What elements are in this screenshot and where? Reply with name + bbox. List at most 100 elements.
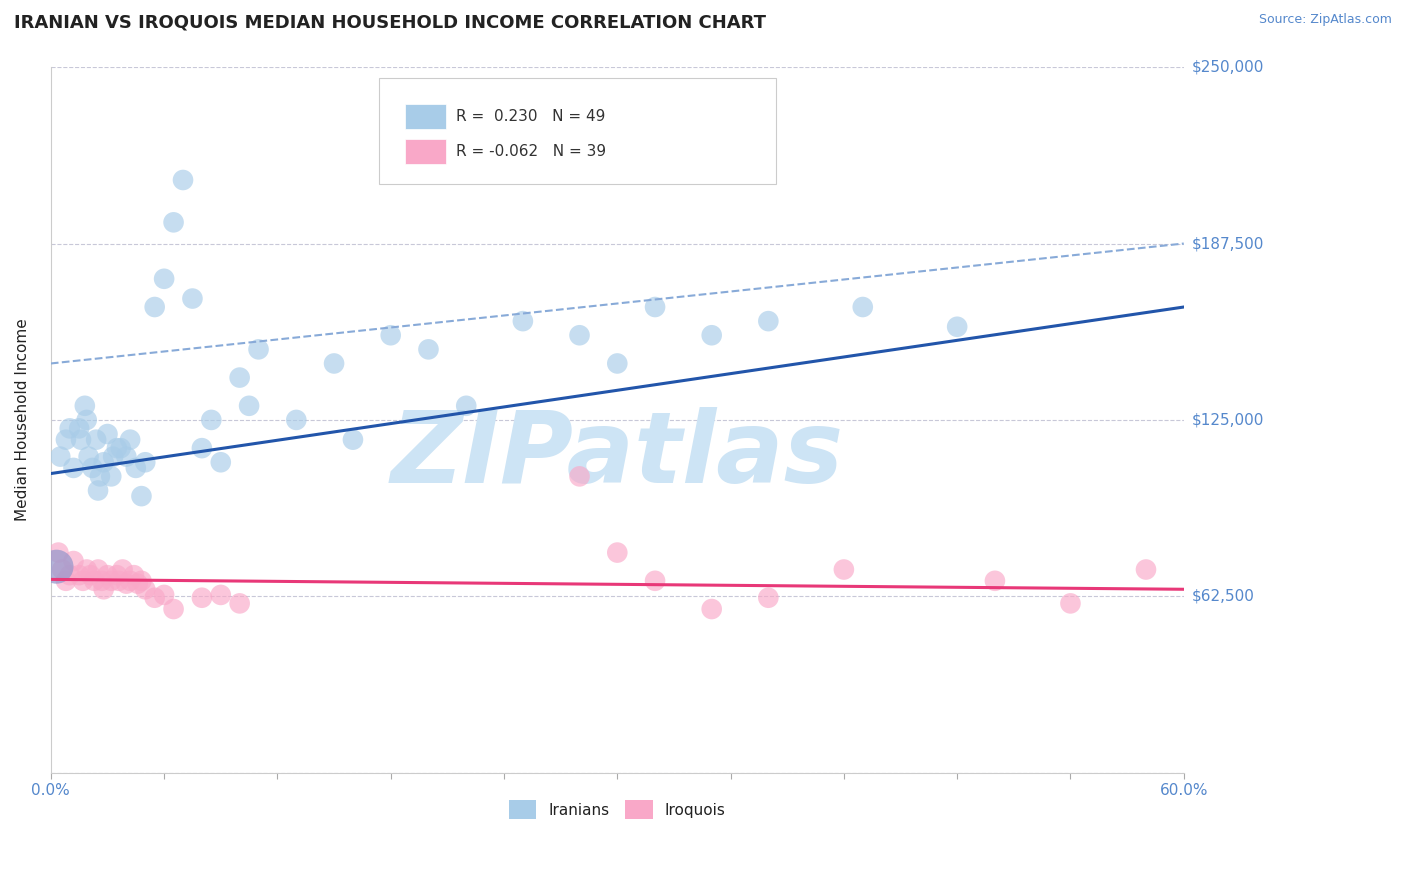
Point bbox=[380, 328, 402, 343]
Point bbox=[191, 591, 214, 605]
Point bbox=[93, 455, 115, 469]
Point bbox=[162, 602, 184, 616]
Point bbox=[700, 328, 723, 343]
Point bbox=[172, 173, 194, 187]
Point bbox=[55, 433, 77, 447]
Point bbox=[247, 343, 270, 357]
Point bbox=[153, 588, 176, 602]
Point bbox=[756, 591, 779, 605]
Point bbox=[120, 574, 142, 588]
Point bbox=[228, 370, 250, 384]
Point bbox=[134, 455, 156, 469]
Point bbox=[122, 568, 145, 582]
Point bbox=[105, 441, 128, 455]
Point bbox=[200, 413, 222, 427]
Point bbox=[83, 574, 105, 588]
Point bbox=[48, 545, 70, 559]
Point bbox=[1059, 596, 1081, 610]
Point bbox=[77, 450, 100, 464]
Point bbox=[101, 450, 124, 464]
Point bbox=[342, 433, 364, 447]
Point bbox=[84, 433, 107, 447]
Point bbox=[59, 568, 82, 582]
Point bbox=[700, 602, 723, 616]
Point bbox=[153, 272, 176, 286]
Point bbox=[115, 450, 138, 464]
Text: $187,500: $187,500 bbox=[1192, 236, 1264, 251]
Point bbox=[55, 574, 77, 588]
Text: Source: ZipAtlas.com: Source: ZipAtlas.com bbox=[1258, 13, 1392, 27]
Point bbox=[143, 300, 166, 314]
Point bbox=[125, 461, 148, 475]
Point bbox=[96, 427, 118, 442]
Point bbox=[72, 574, 94, 588]
Point bbox=[756, 314, 779, 328]
Point bbox=[76, 413, 98, 427]
Point bbox=[120, 433, 142, 447]
Point bbox=[93, 582, 115, 597]
Point bbox=[644, 300, 666, 314]
Point bbox=[191, 441, 214, 455]
Point bbox=[76, 562, 98, 576]
Point bbox=[87, 483, 110, 498]
Point bbox=[62, 461, 84, 475]
Point bbox=[127, 576, 149, 591]
Text: ZIPatlas: ZIPatlas bbox=[391, 407, 844, 504]
Point bbox=[45, 559, 67, 574]
Point bbox=[79, 568, 101, 582]
Point bbox=[82, 461, 104, 475]
Point bbox=[134, 582, 156, 597]
Point bbox=[323, 356, 346, 370]
Point bbox=[100, 574, 122, 588]
FancyBboxPatch shape bbox=[405, 103, 446, 129]
Point bbox=[209, 455, 232, 469]
Point bbox=[51, 562, 73, 576]
Text: R = -0.062   N = 39: R = -0.062 N = 39 bbox=[457, 145, 606, 160]
Point bbox=[108, 574, 131, 588]
Point bbox=[568, 328, 591, 343]
Text: $125,000: $125,000 bbox=[1192, 412, 1264, 427]
Point bbox=[111, 562, 134, 576]
Point bbox=[115, 576, 138, 591]
Point bbox=[67, 568, 90, 582]
Point bbox=[131, 574, 153, 588]
Text: $62,500: $62,500 bbox=[1192, 589, 1256, 604]
Point bbox=[90, 574, 112, 588]
Point bbox=[105, 568, 128, 582]
Text: R =  0.230   N = 49: R = 0.230 N = 49 bbox=[457, 109, 606, 124]
Y-axis label: Median Household Income: Median Household Income bbox=[15, 318, 30, 521]
Point bbox=[67, 421, 90, 435]
Point bbox=[96, 568, 118, 582]
FancyBboxPatch shape bbox=[380, 78, 776, 184]
Point bbox=[162, 215, 184, 229]
Point bbox=[59, 421, 82, 435]
Point bbox=[100, 469, 122, 483]
Point bbox=[1135, 562, 1157, 576]
Point bbox=[512, 314, 534, 328]
Point bbox=[238, 399, 260, 413]
Point bbox=[73, 399, 96, 413]
Point bbox=[70, 433, 93, 447]
Point bbox=[418, 343, 440, 357]
Point bbox=[606, 356, 628, 370]
Point bbox=[89, 469, 111, 483]
Point bbox=[606, 545, 628, 559]
Point bbox=[984, 574, 1007, 588]
Point bbox=[852, 300, 875, 314]
Point bbox=[131, 489, 153, 503]
Point bbox=[143, 591, 166, 605]
FancyBboxPatch shape bbox=[405, 139, 446, 164]
Point bbox=[285, 413, 308, 427]
Point bbox=[568, 469, 591, 483]
Point bbox=[110, 441, 132, 455]
Point bbox=[228, 596, 250, 610]
Text: IRANIAN VS IROQUOIS MEDIAN HOUSEHOLD INCOME CORRELATION CHART: IRANIAN VS IROQUOIS MEDIAN HOUSEHOLD INC… bbox=[14, 13, 766, 31]
Point bbox=[181, 292, 204, 306]
Point bbox=[456, 399, 478, 413]
Point bbox=[49, 450, 72, 464]
Point bbox=[946, 319, 969, 334]
Point bbox=[644, 574, 666, 588]
Point bbox=[87, 562, 110, 576]
Legend: Iranians, Iroquois: Iranians, Iroquois bbox=[503, 794, 731, 825]
Point bbox=[832, 562, 855, 576]
